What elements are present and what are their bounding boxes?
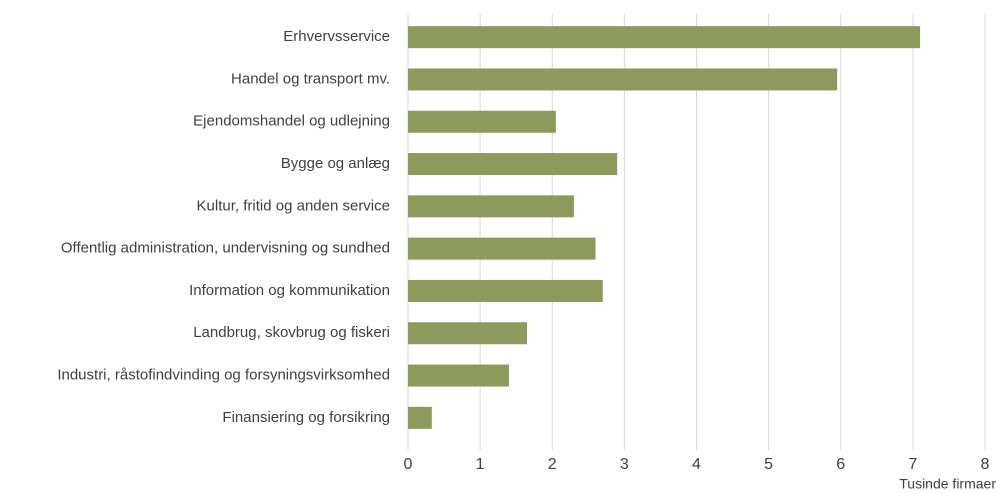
bar bbox=[408, 195, 574, 218]
bar bbox=[408, 322, 528, 345]
bar bbox=[408, 26, 921, 49]
x-axis-label: Tusinde firmaer bbox=[899, 476, 996, 492]
y-tick-label: Finansiering og forsikring bbox=[222, 409, 390, 426]
x-tick-label: 2 bbox=[548, 456, 557, 473]
x-tick-label: 0 bbox=[404, 456, 413, 473]
y-tick-label: Kultur, fritid og anden service bbox=[197, 197, 390, 214]
bar bbox=[408, 279, 603, 302]
bar bbox=[408, 68, 838, 91]
y-tick-label: Information og kommunikation bbox=[189, 282, 390, 299]
bar bbox=[408, 153, 618, 176]
y-tick-label: Ejendomshandel og udlejning bbox=[193, 113, 390, 130]
x-tick-label: 8 bbox=[981, 456, 990, 473]
bar bbox=[408, 364, 509, 387]
x-tick-label: 1 bbox=[476, 456, 485, 473]
x-tick-label: 5 bbox=[764, 456, 773, 473]
bar bbox=[408, 406, 432, 429]
x-tick-label: 3 bbox=[620, 456, 629, 473]
x-tick-label: 7 bbox=[908, 456, 917, 473]
y-tick-label: Erhvervsservice bbox=[283, 28, 390, 45]
y-tick-label: Landbrug, skovbrug og fiskeri bbox=[193, 324, 390, 341]
bar bbox=[408, 237, 596, 260]
y-tick-label: Handel og transport mv. bbox=[231, 70, 390, 87]
bar bbox=[408, 110, 556, 133]
y-tick-label: Offentlig administration, undervisning o… bbox=[61, 240, 390, 257]
y-tick-label: Bygge og anlæg bbox=[281, 155, 390, 172]
x-tick-label: 4 bbox=[692, 456, 701, 473]
y-tick-label: Industri, råstofindvinding og forsynings… bbox=[57, 367, 390, 384]
x-tick-label: 6 bbox=[836, 456, 845, 473]
